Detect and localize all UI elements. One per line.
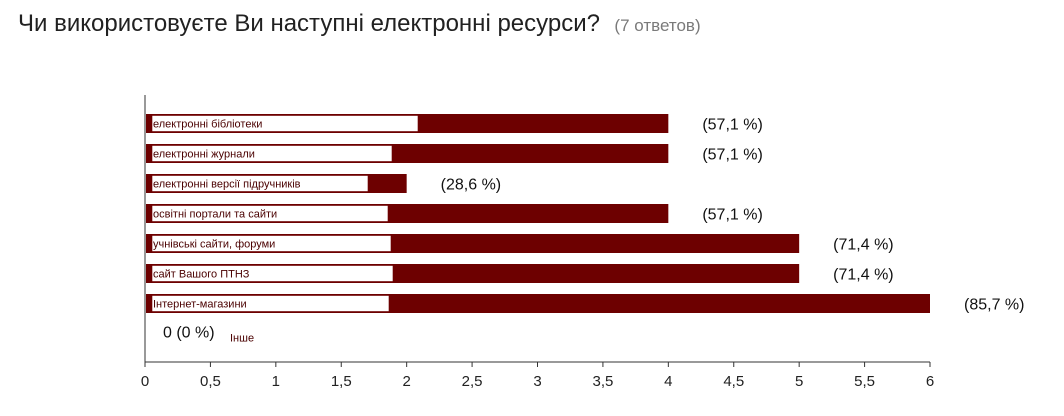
category-label: Інтернет-магазини: [153, 299, 247, 311]
category-label: сайт Вашого ПТНЗ: [153, 269, 250, 281]
category-label: електронні журнали: [153, 149, 255, 161]
x-tick-label: 3,5: [592, 373, 613, 390]
value-label: (85,7 %): [964, 297, 1024, 314]
chart-header: Чи використовуєте Ви наступні електронні…: [18, 10, 701, 38]
bar-label-box: [151, 235, 392, 252]
x-tick-label: 2: [402, 373, 410, 390]
x-tick-label: 0,5: [200, 373, 221, 390]
category-label: електронні версії підручників: [153, 179, 301, 191]
value-label: 0 (0 %): [163, 325, 215, 342]
value-label: (71,4 %): [833, 237, 893, 254]
value-label: (71,4 %): [833, 267, 893, 284]
chart-title: Чи використовуєте Ви наступні електронні…: [18, 10, 600, 37]
category-label: електронні бібліотеки: [153, 119, 262, 131]
category-label: учнівські сайти, форуми: [153, 239, 275, 251]
category-label: Інше: [230, 333, 254, 345]
value-label: (57,1 %): [702, 207, 762, 224]
bar-label-box: [151, 115, 419, 132]
bar-label-box: [151, 145, 393, 162]
x-tick-label: 5: [795, 373, 803, 390]
value-label: (57,1 %): [702, 117, 762, 134]
x-tick-label: 1,5: [331, 373, 352, 390]
x-tick-label: 2,5: [462, 373, 483, 390]
bar-label-box: [151, 295, 390, 312]
response-count: (7 ответов): [614, 16, 701, 35]
category-label: освітні портали та сайти: [153, 209, 277, 221]
x-tick-label: 1: [272, 373, 280, 390]
x-tick-label: 6: [926, 373, 934, 390]
x-tick-label: 5,5: [854, 373, 875, 390]
x-tick-label: 0: [141, 373, 149, 390]
x-tick-label: 4,5: [723, 373, 744, 390]
value-label: (57,1 %): [702, 147, 762, 164]
x-tick-label: 4: [664, 373, 672, 390]
value-label: (28,6 %): [441, 177, 501, 194]
x-tick-label: 3: [533, 373, 541, 390]
bar-label-box: [151, 205, 389, 222]
bar-label-box: [151, 175, 369, 192]
bar-label-box: [151, 265, 394, 282]
